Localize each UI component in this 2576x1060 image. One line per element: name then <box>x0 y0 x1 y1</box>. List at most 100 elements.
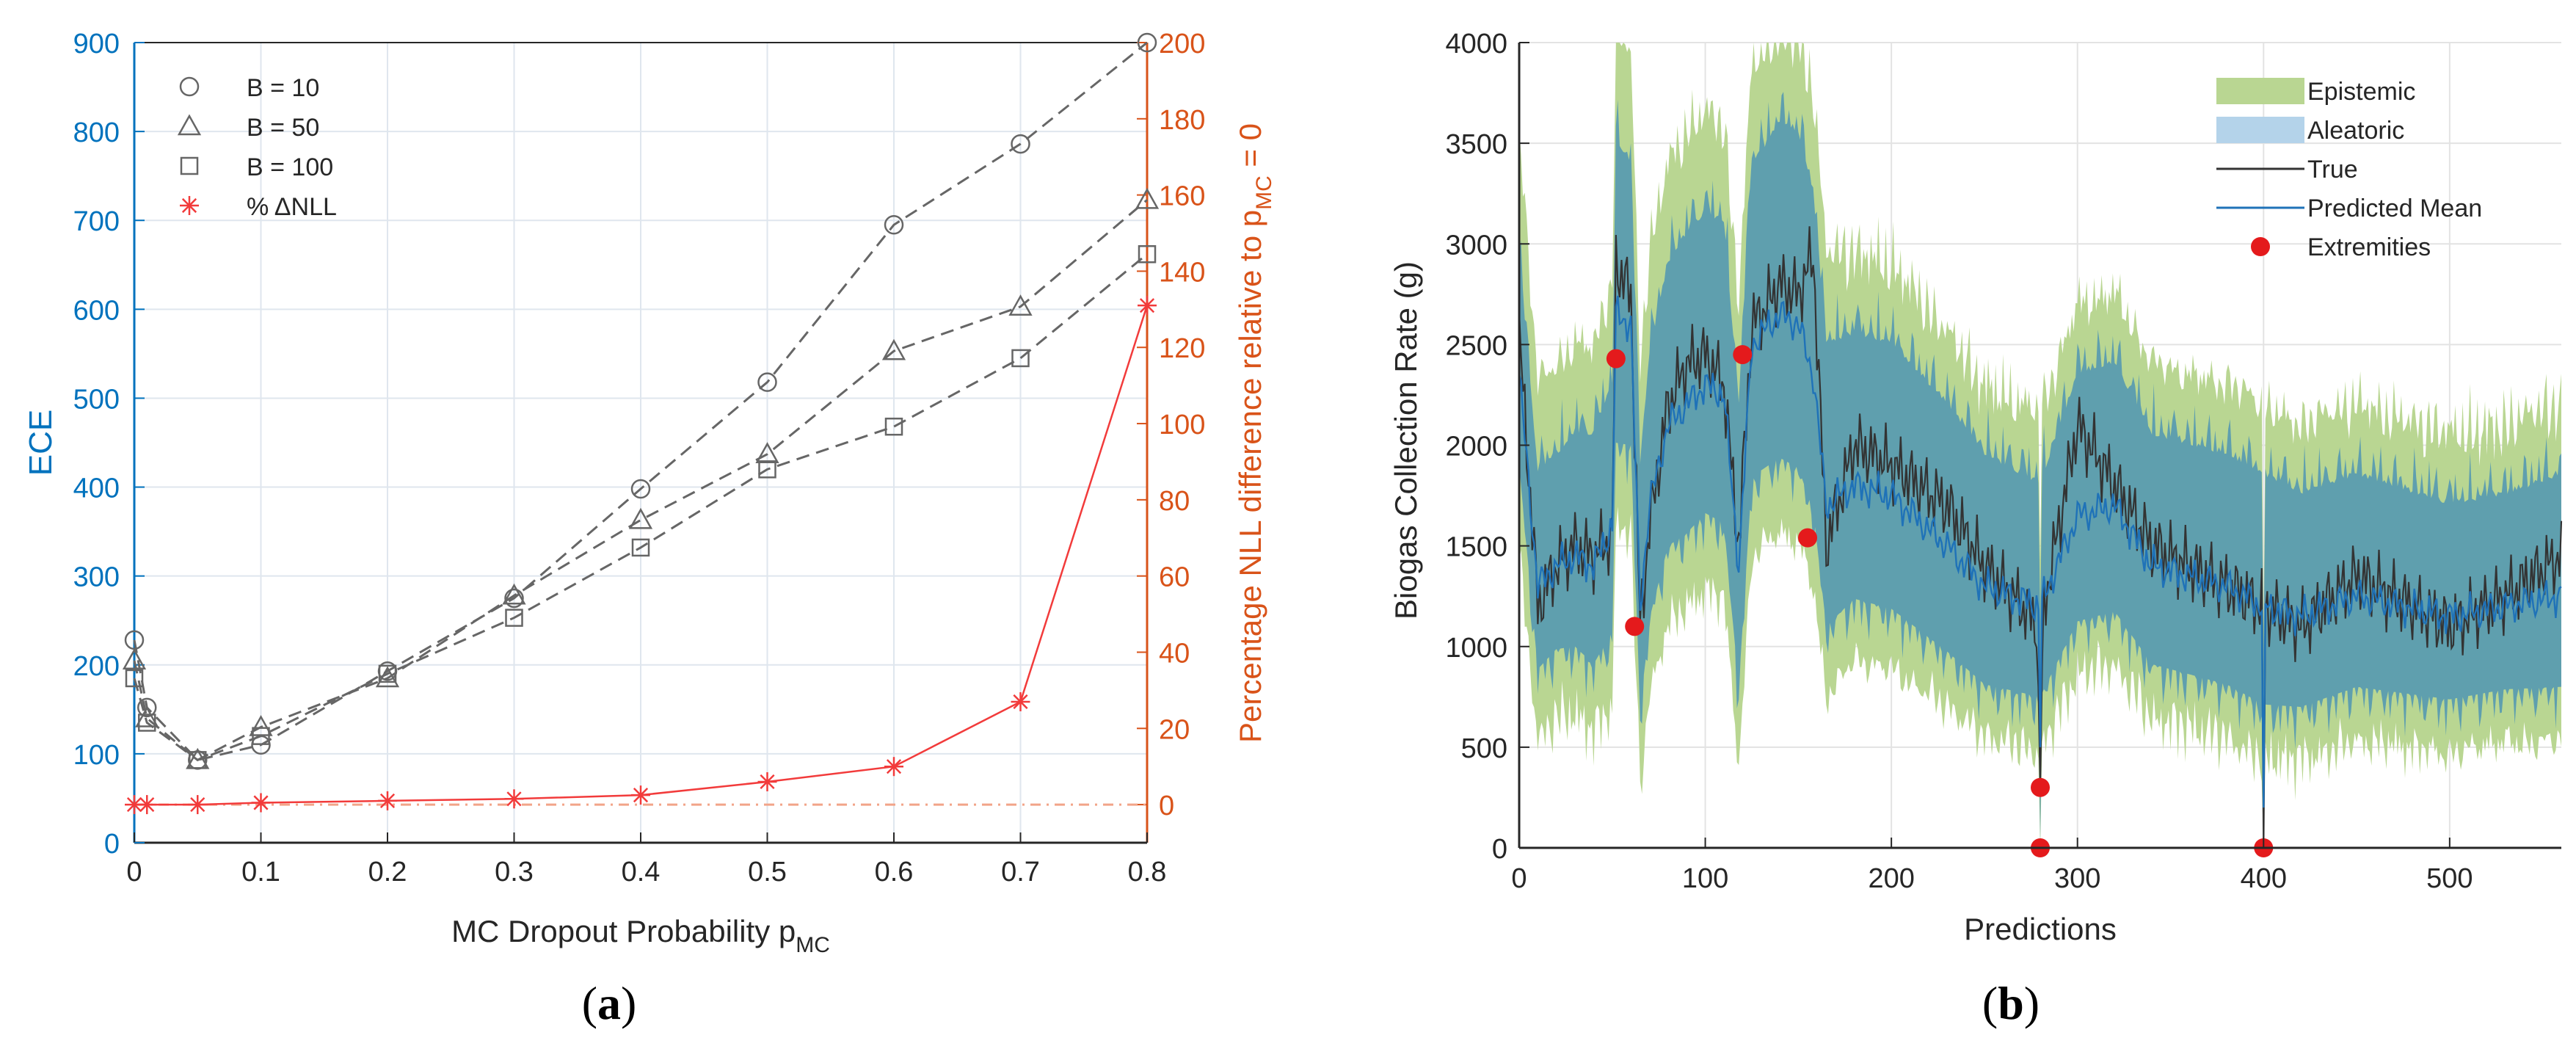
y-tick-label-6: 600 <box>73 295 120 326</box>
y-right-tick-label-7: 140 <box>1159 257 1205 288</box>
x-tick-label-0: 0 <box>126 857 142 887</box>
y-axis-label: ECE <box>23 410 59 476</box>
series-0-point-6 <box>630 479 651 499</box>
series-3-point-10 <box>1138 296 1157 316</box>
series-2-point-6 <box>631 538 650 557</box>
y-tick-label-9: 900 <box>73 29 120 59</box>
series-3-point-6 <box>631 785 650 805</box>
series-2-point-2 <box>189 751 207 769</box>
x-tick-label-1: 100 <box>1682 863 1728 894</box>
series-2-point-8 <box>884 417 903 436</box>
x-tick-label-4: 400 <box>2241 863 2287 894</box>
series-1-point-5 <box>502 583 526 605</box>
y-right-axis-label: Percentage NLL difference relative to pM… <box>1233 123 1276 743</box>
extremity-point-2 <box>1733 345 1753 365</box>
y-tick-label-4: 2000 <box>1445 432 1507 462</box>
series-0-point-10 <box>1137 32 1157 53</box>
x-tick-label-5: 500 <box>2426 863 2473 894</box>
series-3-point-9 <box>1011 691 1030 711</box>
y-tick-label-1: 100 <box>73 740 120 771</box>
x-tick-label-2: 200 <box>1868 863 1914 894</box>
series-2-point-9 <box>1011 349 1030 368</box>
y-tick-label-3: 300 <box>73 562 120 593</box>
y-right-tick-label-1: 20 <box>1159 714 1190 745</box>
legend-label-0: Epistemic <box>2307 78 2415 106</box>
series-0-point-9 <box>1011 134 1030 154</box>
y-tick-label-6: 3000 <box>1445 230 1507 261</box>
series-2-point-7 <box>758 460 776 479</box>
y-tick-label-7: 3500 <box>1445 129 1507 160</box>
y-tick-label-5: 2500 <box>1445 330 1507 361</box>
legend-swatch-4 <box>2251 237 2270 256</box>
legend-label-0: B = 10 <box>247 74 319 102</box>
series-2-point-3 <box>252 727 270 745</box>
legend-marker-0 <box>179 76 200 97</box>
legend-label-1: Aleatoric <box>2307 117 2404 145</box>
caption-a: (a) <box>581 977 637 1029</box>
y-axis-label: Biogas Collection Rate (g) <box>1389 261 1423 620</box>
series-1-point-10 <box>1135 187 1160 209</box>
series-0-point-7 <box>757 372 777 392</box>
predicted-mean-line <box>1518 295 2562 808</box>
legend-label-3: % ΔNLL <box>247 193 337 221</box>
series-3-point-2 <box>188 795 208 815</box>
y-tick-label-5: 500 <box>73 384 120 415</box>
x-axis-label: MC Dropout Probability pMC <box>451 914 830 957</box>
series-1-point-9 <box>1008 294 1033 316</box>
series-2-point-0 <box>125 669 144 688</box>
y-tick-label-7: 700 <box>73 206 120 237</box>
series-1-point-8 <box>881 338 906 360</box>
series-3-point-8 <box>884 757 903 777</box>
legend-swatch-1 <box>2216 117 2304 143</box>
series-3-point-7 <box>757 772 777 791</box>
extremity-point-4 <box>2031 777 2050 797</box>
legend-marker-2 <box>180 156 199 175</box>
y-tick-label-4: 400 <box>73 473 120 504</box>
panel-b-chart: 0 100 200 300 400 500 0 500 1000 1500 2000 2500 3000… <box>1389 29 2563 946</box>
y-right-tick-label-10: 200 <box>1159 29 1205 59</box>
y-tick-label-8: 800 <box>73 117 120 148</box>
series-line-0 <box>133 41 1148 762</box>
series-0-point-1 <box>137 697 157 718</box>
y-right-tick-label-9: 180 <box>1159 105 1205 136</box>
extremity-point-1 <box>1625 617 1645 636</box>
series-1-point-7 <box>755 442 779 463</box>
x-tick-label-7: 0.7 <box>1001 857 1040 887</box>
series-3-point-5 <box>504 789 524 809</box>
legend-label-3: Predicted Mean <box>2307 195 2482 222</box>
series-2-point-4 <box>378 664 397 683</box>
series-2-point-5 <box>505 609 523 627</box>
aleatoric-band <box>1519 92 2561 848</box>
y-tick-label-2: 200 <box>73 651 120 682</box>
y-tick-label-1: 500 <box>1461 733 1507 764</box>
x-tick-label-4: 0.4 <box>622 857 661 887</box>
y-right-tick-label-6: 120 <box>1159 333 1205 364</box>
y-right-tick-label-5: 100 <box>1159 410 1205 440</box>
series-3-point-4 <box>378 791 397 810</box>
y-tick-label-2: 1000 <box>1445 633 1507 664</box>
y-right-tick-label-8: 160 <box>1159 181 1205 212</box>
caption-b: (b) <box>1982 977 2040 1029</box>
y-tick-label-3: 1500 <box>1445 532 1507 563</box>
x-tick-label-3: 0.3 <box>495 857 534 887</box>
series-3-point-1 <box>137 795 157 815</box>
x-tick-label-8: 0.8 <box>1128 857 1167 887</box>
legend-label-1: B = 50 <box>247 114 319 142</box>
series-line-1 <box>133 199 1148 762</box>
x-tick-label-6: 0.6 <box>875 857 914 887</box>
legend-marker-3 <box>180 196 199 215</box>
legend-label-2: B = 100 <box>247 153 333 181</box>
legend-swatch-0 <box>2216 78 2304 104</box>
series-line-2 <box>133 253 1148 762</box>
x-axis-label: Predictions <box>1964 912 2117 946</box>
y-tick-label-0: 0 <box>1492 834 1507 865</box>
series-2-point-10 <box>1138 244 1157 264</box>
extremity-point-0 <box>1606 349 1626 369</box>
panel-a-chart: 0 0.1 0.2 0.3 0.4 0.5 0.6 0.7 0.8010020030040050… <box>23 29 1276 957</box>
series-1-point-6 <box>628 507 653 529</box>
y-right-tick-label-0: 0 <box>1159 791 1174 821</box>
x-tick-label-0: 0 <box>1511 863 1527 894</box>
series-3-point-0 <box>125 795 144 815</box>
series-1-point-1 <box>135 705 159 727</box>
